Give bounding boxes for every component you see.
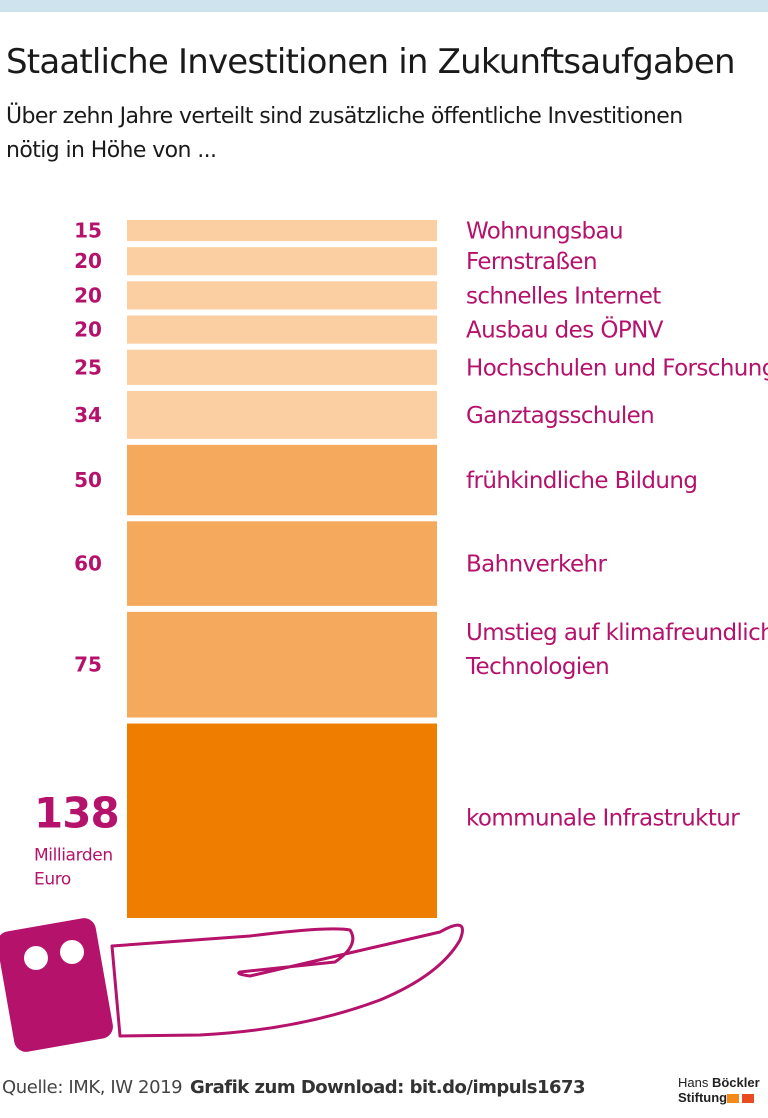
category-label-7: frühkindliche Bildung <box>466 468 697 494</box>
category-label-9: Umstieg auf klimafreundliche Technologien <box>465 620 768 680</box>
bar-segment-8 <box>127 521 437 606</box>
value-label-2: 20 <box>74 249 102 273</box>
value-label-8: 60 <box>74 552 102 576</box>
logo-mark-icon-2 <box>742 1094 755 1104</box>
cuff-icon <box>0 918 113 1052</box>
value-label-10: 138 <box>34 789 119 838</box>
unit-label-2: Euro <box>34 870 71 890</box>
category-label-1: Wohnungsbau <box>466 219 623 245</box>
logo-text-boeckler: Böckler <box>711 1075 760 1090</box>
value-label-6: 34 <box>74 403 102 427</box>
category-label-3: schnelles Internet <box>466 283 661 309</box>
logo-text-hans: Hans <box>678 1075 712 1090</box>
source-note: Quelle: IMK, IW 2019 <box>2 1077 183 1098</box>
value-label-4: 20 <box>74 318 102 342</box>
value-label-5: 25 <box>74 355 102 379</box>
bar-segment-7 <box>127 444 437 516</box>
bar-segment-4 <box>127 315 437 344</box>
bar-segment-10 <box>127 723 437 918</box>
cuff-button-icon-2 <box>60 940 84 964</box>
value-label-7: 50 <box>74 468 102 492</box>
value-label-3: 20 <box>74 283 102 307</box>
cuff-button-icon <box>24 946 48 970</box>
category-label-4: Ausbau des ÖPNV <box>466 316 664 344</box>
chart-subtitle: Über zehn Jahre verteilt sind zusätzlich… <box>6 104 683 163</box>
hand-illustration <box>110 923 464 1038</box>
bar-segment-9 <box>127 611 437 718</box>
bar-segment-6 <box>127 390 437 439</box>
chart-title: Staatliche Investitionen in Zukunftsaufg… <box>6 42 736 82</box>
value-label-1: 15 <box>74 219 102 243</box>
value-label-9: 75 <box>74 653 102 677</box>
logo-mark-icon <box>727 1094 740 1104</box>
category-label-2: Fernstraßen <box>466 249 597 275</box>
bar-segment-5 <box>127 349 437 385</box>
unit-label-1: Milliarden <box>34 846 113 866</box>
category-label-5: Hochschulen und Forschung <box>466 355 768 381</box>
top-accent-bar <box>0 0 768 12</box>
category-label-6: Ganztagsschulen <box>466 403 654 429</box>
download-link[interactable]: Grafik zum Download: bit.do/impuls1673 <box>190 1077 586 1098</box>
bar-segment-3 <box>127 281 437 310</box>
bar-segment-2 <box>127 247 437 276</box>
logo-text-stiftung: Stiftung <box>678 1090 728 1105</box>
bar-segment-1 <box>127 220 437 242</box>
category-label-8: Bahnverkehr <box>466 552 607 578</box>
publisher-logo: Hans Böckler Stiftung <box>678 1075 760 1105</box>
category-label-10: kommunale Infrastruktur <box>466 806 740 832</box>
